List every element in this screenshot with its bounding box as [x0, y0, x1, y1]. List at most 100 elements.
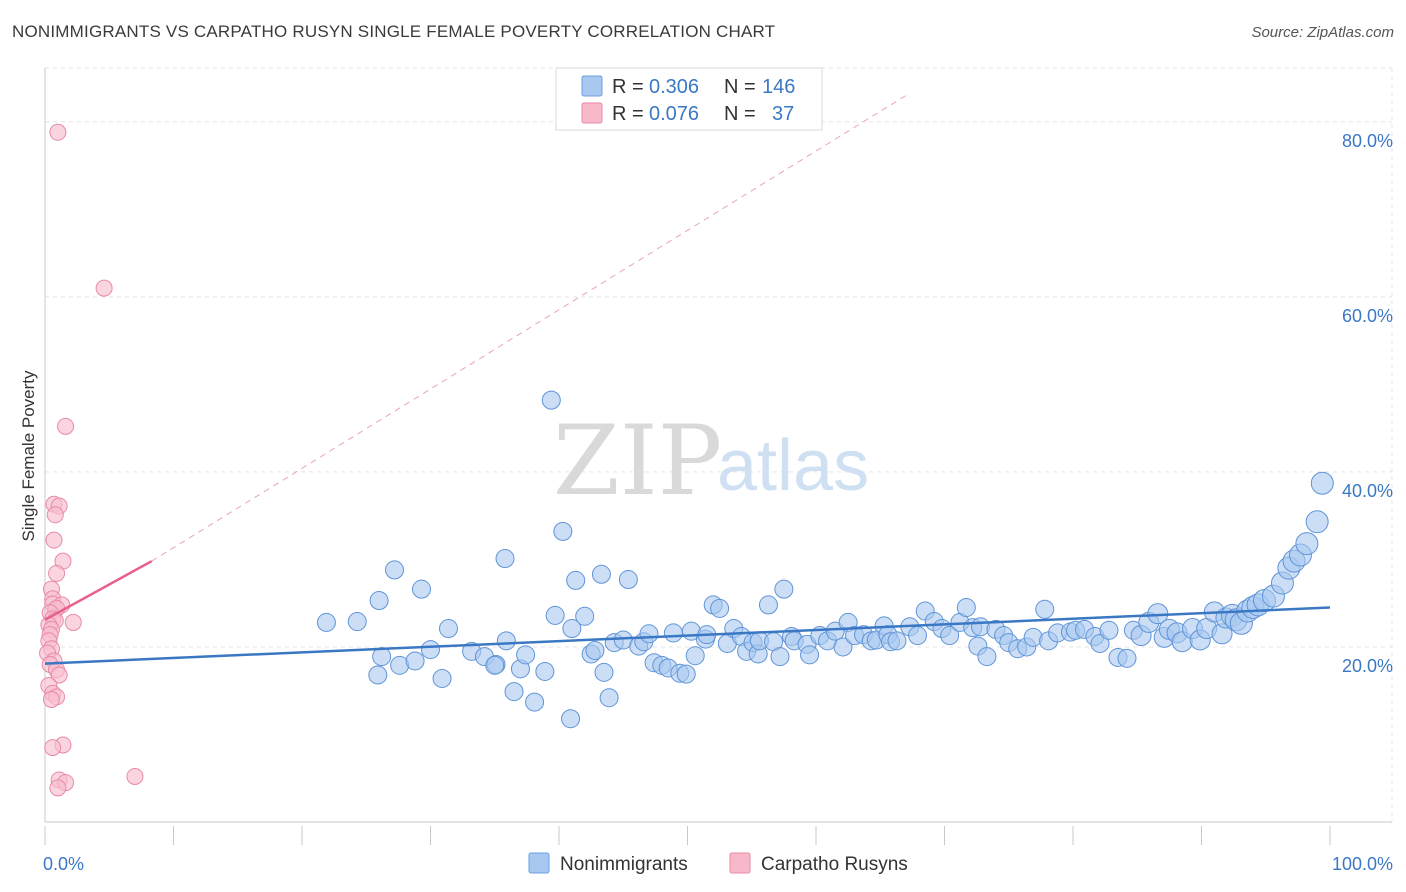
nonimmigrants-point-20 [516, 645, 536, 665]
y-tick-label-0: 20.0% [1342, 656, 1393, 676]
carpatho-rusyns-point-2 [57, 417, 75, 435]
nonimmigrants-point-15 [485, 655, 505, 675]
source-credit: Source: ZipAtlas.com [1251, 24, 1394, 41]
correlation-legend: R = 0.306 N = 146 R = 0.076 N = 37 [555, 67, 823, 131]
nonimmigrants-point-62 [770, 647, 790, 667]
nonimmigrants-point-109 [1117, 648, 1137, 668]
nonimmigrants-point-48 [685, 646, 705, 666]
legend-swatch-carpatho-rusyns [581, 102, 603, 124]
nonimmigrants-point-34 [599, 688, 619, 708]
nonimmigrants-point-52 [710, 598, 730, 618]
nonimmigrants-point-24 [541, 390, 561, 410]
nonimmigrants-point-46 [676, 664, 696, 684]
nonimmigrants-points [44, 390, 1334, 729]
trend-lines [151, 95, 907, 562]
nonimmigrants-point-17 [496, 631, 516, 651]
y-tick-label-2: 60.0% [1342, 306, 1393, 326]
carpatho-rusyns-point-34 [44, 739, 62, 757]
chart-title: NONIMMIGRANTS VS CARPATHO RUSYN SINGLE F… [12, 22, 776, 41]
carpatho-rusyns-trend-line [44, 560, 153, 621]
nonimmigrants-point-16 [495, 549, 515, 569]
nonimmigrants-point-18 [504, 682, 524, 702]
nonimmigrants-point-60 [758, 595, 778, 615]
nonimmigrants-point-1 [347, 612, 367, 632]
nonimmigrants-point-136 [1295, 532, 1319, 556]
nonimmigrants-point-10 [432, 668, 452, 688]
legend-n-value-2: 37 [772, 103, 794, 125]
legend-r-label-1: R = [612, 76, 644, 98]
y-tick-label-3: 80.0% [1342, 131, 1393, 151]
nonimmigrants-point-138 [1310, 471, 1334, 495]
carpatho-rusyns-point-0 [49, 123, 67, 141]
series-legend: Nonimmigrants Carpatho Rusyns [528, 852, 908, 875]
nonimmigrants-point-29 [575, 606, 595, 626]
nonimmigrants-point-88 [956, 598, 976, 618]
x-tick-label-0: 0.0% [43, 854, 84, 874]
carpatho-rusyns-point-6 [45, 531, 63, 549]
nonimmigrants-point-26 [561, 709, 581, 729]
nonimmigrants-point-22 [535, 661, 555, 681]
carpatho-rusyns-points [39, 123, 153, 797]
bottom-legend-label-nonimmigrants: Nonimmigrants [560, 854, 688, 875]
nonimmigrants-point-23 [545, 605, 565, 625]
carpatho-rusyns-point-28 [50, 666, 68, 684]
legend-n-label-1: N = [724, 76, 756, 98]
nonimmigrants-point-80 [887, 631, 907, 651]
bottom-legend-swatch-carpatho-rusyns [729, 852, 751, 874]
nonimmigrants-point-3 [385, 560, 405, 580]
carpatho-rusyns-point-38 [49, 779, 67, 797]
nonimmigrants-point-99 [1035, 599, 1055, 619]
nonimmigrants-point-106 [1090, 633, 1110, 653]
watermark-atlas: atlas [717, 426, 869, 506]
nonimmigrants-point-86 [940, 626, 960, 646]
nonimmigrants-point-5 [372, 647, 392, 667]
nonimmigrants-point-107 [1099, 620, 1119, 640]
carpatho-rusyns-point-32 [42, 690, 60, 708]
carpatho-rusyns-point-5 [46, 506, 64, 524]
nonimmigrants-point-28 [566, 570, 586, 590]
nonimmigrants-point-32 [591, 564, 611, 584]
legend-r-value-2: 0.076 [649, 103, 699, 125]
carpatho-rusyns-point-20 [64, 613, 82, 631]
legend-n-value-1: 146 [762, 76, 795, 98]
carpatho-rusyns-point-1 [95, 279, 113, 297]
carpatho-rusyns-trend-extension [151, 95, 907, 562]
nonimmigrants-point-9 [421, 640, 440, 660]
x-tick-label-1: 100.0% [1332, 854, 1393, 874]
watermark-zip: ZIP [553, 405, 722, 517]
nonimmigrants-point-67 [800, 645, 820, 665]
nonimmigrants-trend-line [44, 606, 1331, 665]
nonimmigrants-point-92 [977, 647, 997, 667]
carpatho-rusyns-point-37 [126, 767, 144, 785]
nonimmigrants-point-137 [1305, 510, 1329, 534]
nonimmigrants-point-37 [618, 570, 638, 590]
nonimmigrants-point-4 [368, 665, 388, 685]
nonimmigrants-point-8 [405, 651, 425, 671]
nonimmigrants-point-21 [525, 692, 545, 712]
y-tick-label-1: 40.0% [1342, 481, 1393, 501]
y-axis-label: Single Female Poverty [19, 370, 38, 542]
watermark: ZIP atlas [553, 405, 869, 517]
legend-swatch-nonimmigrants [581, 75, 603, 97]
legend-r-value-1: 0.306 [649, 76, 699, 98]
nonimmigrants-point-71 [833, 637, 853, 657]
nonimmigrants-point-33 [594, 662, 614, 682]
nonimmigrants-point-0 [316, 612, 336, 632]
nonimmigrants-point-63 [774, 579, 794, 599]
nonimmigrants-point-25 [553, 521, 573, 541]
nonimmigrants-point-27 [562, 619, 582, 639]
nonimmigrants-point-11 [438, 619, 458, 639]
nonimmigrants-point-2 [369, 591, 389, 611]
carpatho-rusyns-point-8 [48, 564, 66, 582]
nonimmigrants-point-98 [1023, 627, 1043, 647]
legend-r-label-2: R = [612, 103, 644, 125]
legend-n-label-2: N = [724, 103, 756, 125]
tick-labels: 20.0% 40.0% 60.0% 80.0% 0.0% 100.0% [43, 131, 1393, 874]
nonimmigrants-point-44 [663, 623, 683, 643]
nonimmigrants-point-82 [908, 626, 928, 646]
nonimmigrants-point-31 [585, 640, 605, 660]
nonimmigrants-point-7 [412, 579, 432, 599]
bottom-legend-label-carpatho-rusyns: Carpatho Rusyns [761, 854, 908, 875]
nonimmigrants-point-40 [639, 624, 659, 644]
